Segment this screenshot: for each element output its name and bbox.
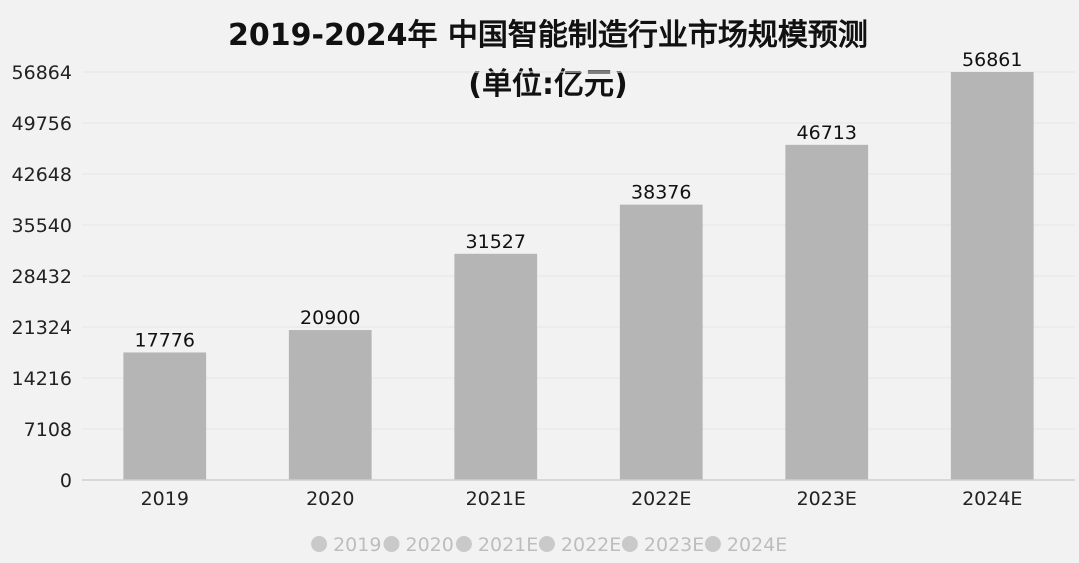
legend-marker xyxy=(383,536,400,552)
bar xyxy=(619,204,703,480)
legend-label: 2024E xyxy=(727,534,787,556)
bars: 17776 20900 31527 38376 46713 56861 xyxy=(123,49,1034,481)
y-tick-label: 21324 xyxy=(12,317,72,339)
legend-marker xyxy=(455,536,472,552)
x-tick-label: 2020 xyxy=(306,488,354,510)
y-tick-label: 49756 xyxy=(12,113,72,135)
y-tick-label: 28432 xyxy=(12,266,72,288)
legend-label: 2023E xyxy=(644,534,704,556)
legend: 2019 2020 2021E 2022E 2023E 2024E xyxy=(311,534,787,556)
bar xyxy=(454,253,538,480)
x-tick-label: 2021E xyxy=(466,488,526,510)
x-tick-label: 2023E xyxy=(797,488,857,510)
bar xyxy=(950,72,1034,481)
y-tick-label: 0 xyxy=(60,470,72,492)
y-tick-label: 35540 xyxy=(12,215,72,237)
x-tick-label: 2022E xyxy=(631,488,691,510)
legend-label: 2020 xyxy=(406,534,454,556)
chart-subtitle: (单位:亿元) xyxy=(468,67,627,102)
legend-label: 2021E xyxy=(478,534,538,556)
x-tick-label: 2024E xyxy=(962,488,1022,510)
y-axis: 0 7108 14216 21324 28432 35540 42648 49756 56864 xyxy=(12,62,72,492)
data-label: 17776 xyxy=(135,329,195,351)
data-label: 46713 xyxy=(797,122,857,144)
legend-marker xyxy=(311,536,328,552)
bar xyxy=(288,330,372,480)
x-tick-label: 2019 xyxy=(141,488,189,510)
gridlines xyxy=(82,71,1075,430)
legend-marker xyxy=(538,536,555,552)
y-tick-label: 14216 xyxy=(12,368,72,390)
legend-marker xyxy=(621,536,638,552)
y-tick-label: 7108 xyxy=(24,419,72,441)
legend-marker xyxy=(704,536,721,552)
data-label: 31527 xyxy=(466,231,526,253)
chart-title: 2019-2024年 中国智能制造行业市场规模预测 xyxy=(228,18,868,53)
y-tick-label: 56864 xyxy=(12,62,72,84)
legend-label: 2022E xyxy=(561,534,621,556)
y-tick-label: 42648 xyxy=(12,164,72,186)
legend-label: 2019 xyxy=(333,534,381,556)
data-label: 56861 xyxy=(962,49,1022,71)
bar xyxy=(785,144,869,481)
x-axis: 2019 2020 2021E 2022E 2023E 2024E xyxy=(82,479,1075,510)
data-label: 38376 xyxy=(631,182,691,204)
data-label: 20900 xyxy=(300,307,360,329)
bar xyxy=(123,352,207,480)
